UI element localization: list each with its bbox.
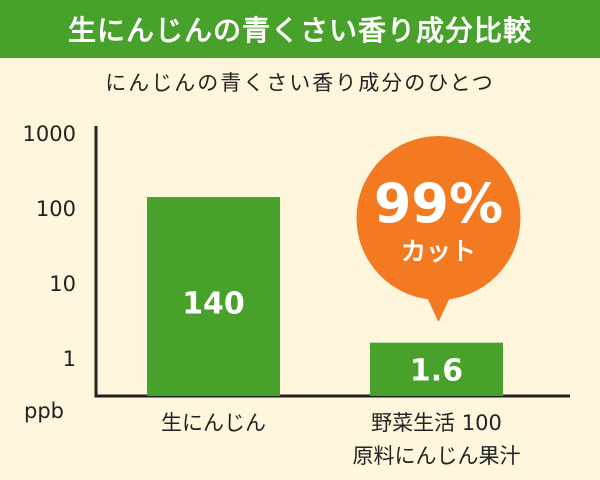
y-tick-label: 100: [36, 197, 76, 221]
chart-subtitle: にんじんの青くさい香り成分のひとつ: [105, 71, 495, 95]
callout-percent: 99%: [374, 172, 503, 235]
bar-value-label: 140: [182, 286, 245, 321]
x-tick-label: 野菜生活 100: [371, 411, 502, 435]
y-axis-unit: ppb: [24, 399, 64, 423]
bar: [370, 342, 503, 396]
callout-subtext: カット: [401, 237, 476, 266]
bar-value-label: 1.6: [410, 353, 463, 388]
bar: [147, 197, 280, 396]
callout-pointer: [424, 292, 453, 322]
y-tick-label: 10: [49, 272, 76, 296]
y-tick-label: 1: [63, 347, 76, 371]
x-tick-label: 原料にんじん果汁: [353, 444, 521, 468]
callout-bubble: [356, 136, 521, 300]
chart-title: 生にんじんの青くさい香り成分比較: [67, 14, 532, 47]
x-tick-label: 生にんじん: [161, 411, 266, 435]
chart-title-bar: 生にんじんの青くさい香り成分比較: [0, 0, 600, 58]
y-tick-label: 1000: [23, 122, 76, 146]
